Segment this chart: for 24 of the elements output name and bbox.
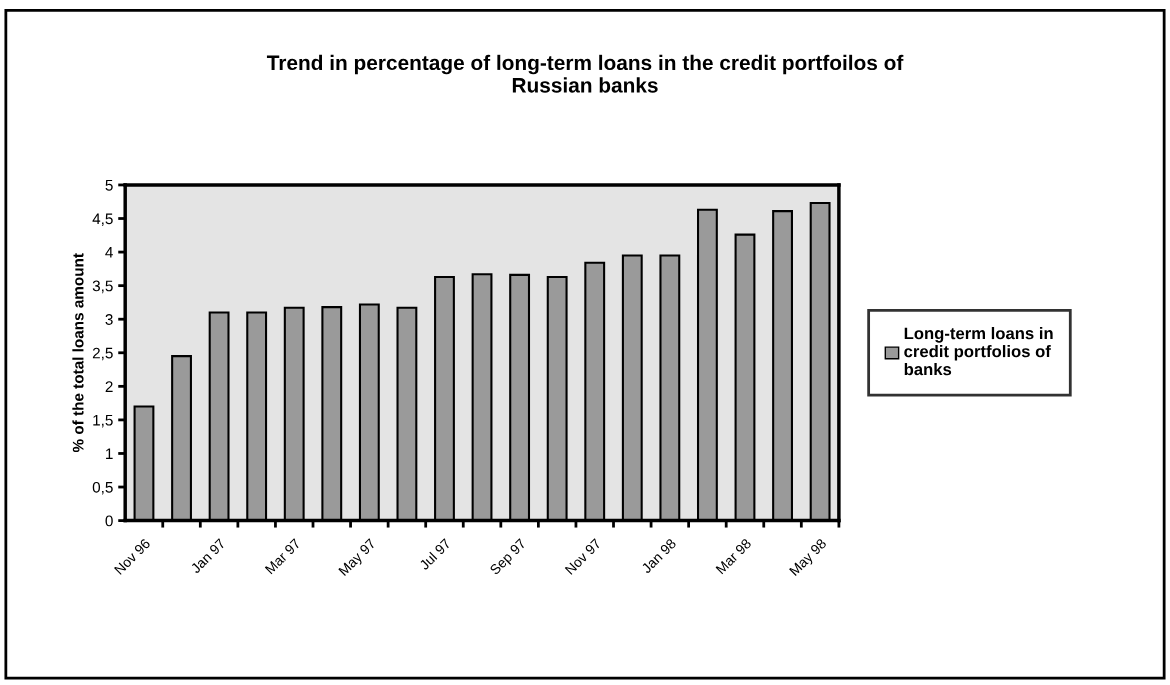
x-tick-label: May 97 xyxy=(338,538,379,578)
y-tick-label: 0,5 xyxy=(92,481,113,495)
x-tick-label: May 98 xyxy=(788,538,829,578)
x-tick-label: Nov 97 xyxy=(564,538,602,575)
y-tick-label: 2,5 xyxy=(92,347,113,361)
y-tick-label: 3 xyxy=(105,314,113,325)
x-tick-label: Jan 98 xyxy=(640,538,677,574)
x-tick-label: Mar 98 xyxy=(715,538,752,575)
x-tick-label: Jul 97 xyxy=(418,537,452,571)
x-tick-label: Sep 97 xyxy=(489,538,529,578)
y-tick-label: 3,5 xyxy=(92,280,113,294)
y-tick-label: 4,5 xyxy=(92,213,113,227)
x-tick-label: Nov 96 xyxy=(113,538,151,575)
x-tick-label: Jan 97 xyxy=(190,538,226,574)
x-tick-label: Mar 97 xyxy=(264,538,301,575)
chart-title: Trend in percentage of long-term loans in the credit portfoilos of Russian banks xyxy=(266,54,904,93)
legend-label: Long-term loans in credit portfolios of banks xyxy=(904,327,1053,376)
y-tick-label: 4 xyxy=(105,247,113,258)
y-tick-label: 5 xyxy=(105,179,113,191)
y-tick-label: 2 xyxy=(105,381,113,392)
y-tick-label: 1,5 xyxy=(93,414,113,428)
y-tick-label: 1 xyxy=(106,448,113,460)
y-tick-label: 0 xyxy=(105,515,113,527)
y-axis-title: % of the total loans amount xyxy=(72,253,84,453)
